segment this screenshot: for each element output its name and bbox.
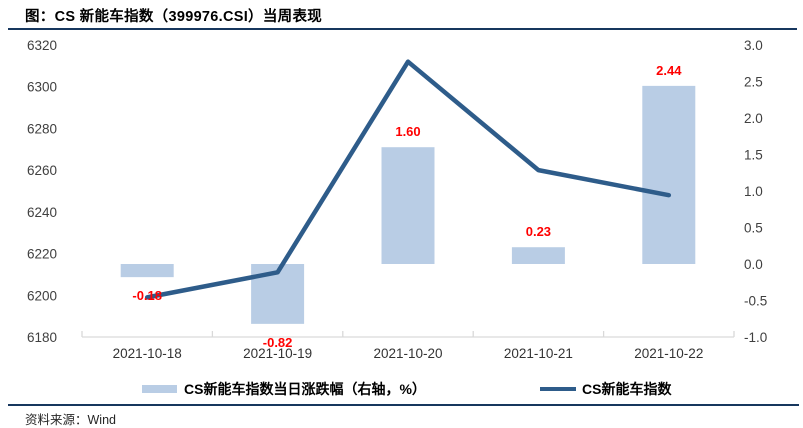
bar-data-label: 1.60 (395, 124, 420, 139)
x-axis-category-label: 2021-10-19 (243, 346, 312, 361)
right-axis-tick-label: 0.0 (744, 257, 763, 272)
left-axis-tick-label: 6320 (27, 38, 57, 53)
bar-data-label: 2.44 (656, 63, 682, 78)
page-title: 图：CS 新能车指数（399976.CSI）当周表现 (25, 9, 323, 25)
bar-series-swatch-icon (142, 385, 177, 393)
line-series-swatch-icon (540, 387, 576, 391)
right-axis-tick-label: -1.0 (744, 330, 767, 345)
x-axis-category-label: 2021-10-20 (373, 346, 442, 361)
right-axis-tick-label: 3.0 (744, 38, 763, 53)
bar-data-label: 0.23 (526, 224, 551, 239)
bar-2021-10-21 (511, 247, 565, 264)
left-axis-tick-label: 6280 (27, 121, 57, 136)
right-axis-tick-label: 1.0 (744, 184, 763, 199)
right-axis-tick-label: 2.5 (744, 75, 763, 90)
legend-item-bar-series: CS新能车指数当日涨跌幅（右轴，%） (142, 380, 426, 398)
left-axis-tick-label: 6260 (27, 163, 57, 178)
bar-data-label: -0.82 (263, 335, 293, 350)
legend-label-line-series: CS新能车指数 (582, 381, 672, 397)
x-axis-category-label: 2021-10-21 (504, 346, 573, 361)
bar-data-label: -0.18 (132, 288, 162, 303)
index-line (144, 59, 672, 300)
x-axis-category-label: 2021-10-22 (634, 346, 703, 361)
left-axis-tick-label: 6240 (27, 205, 57, 220)
left-axis-tick-label: 6220 (27, 247, 57, 262)
left-axis-tick-label: 6200 (27, 288, 57, 303)
title-rule (8, 28, 797, 30)
right-axis-tick-label: 1.5 (744, 148, 763, 163)
bar-2021-10-20 (381, 147, 435, 264)
right-axis-tick-label: -0.5 (744, 294, 767, 309)
left-axis-tick-label: 6300 (27, 80, 57, 95)
right-axis-tick-label: 0.5 (744, 221, 763, 236)
legend-item-line-series: CS新能车指数 (540, 380, 671, 398)
bar-2021-10-22 (642, 85, 696, 264)
bar-2021-10-18 (120, 264, 174, 278)
left-axis-tick-label: 6180 (27, 330, 57, 345)
chart-legend: CS新能车指数当日涨跌幅（右轴，%） CS新能车指数 (0, 380, 803, 398)
combo-chart: 6320 6300 6280 6260 6240 6220 6200 6180 3.0 2.5 2.… (27, 38, 767, 361)
x-axis-category-label: 2021-10-18 (113, 346, 182, 361)
legend-label-bar-series: CS新能车指数当日涨跌幅（右轴，%） (184, 381, 426, 397)
source-line: 资料来源：Wind (25, 413, 116, 427)
right-axis-tick-label: 2.0 (744, 111, 763, 126)
bottom-rule (8, 404, 799, 406)
